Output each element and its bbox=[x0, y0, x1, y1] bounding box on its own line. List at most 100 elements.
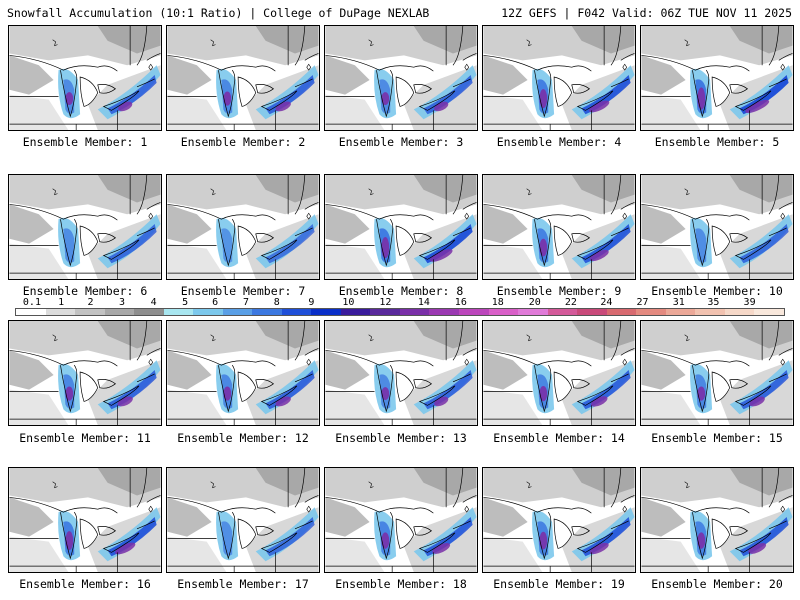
snowfall-map-image bbox=[325, 468, 477, 572]
snowfall-map-image bbox=[9, 468, 161, 572]
ensemble-member-label: Ensemble Member: 15 bbox=[651, 431, 783, 445]
snowfall-map-image bbox=[167, 26, 319, 130]
ensemble-member-map bbox=[640, 25, 794, 131]
colorbar-tick-label: 35 bbox=[707, 297, 720, 308]
colorbar-swatch bbox=[45, 309, 76, 315]
colorbar-swatch bbox=[518, 309, 548, 315]
ensemble-member-label: Ensemble Member: 19 bbox=[493, 577, 625, 591]
ensemble-member-map bbox=[640, 174, 794, 280]
snowfall-map-image bbox=[641, 468, 793, 572]
colorbar-tick-label: 8 bbox=[273, 297, 280, 308]
colorbar-swatch bbox=[665, 309, 696, 315]
ensemble-member-label: Ensemble Member: 10 bbox=[651, 284, 783, 298]
ensemble-member-map bbox=[166, 320, 320, 426]
colorbar-tick-label: 39 bbox=[743, 297, 756, 308]
colorbar-swatch bbox=[754, 309, 784, 315]
colorbar-tick-label: 12 bbox=[379, 297, 392, 308]
snowfall-map-image bbox=[483, 468, 635, 572]
colorbar-swatch bbox=[458, 309, 489, 315]
ensemble-member-label: Ensemble Member: 18 bbox=[335, 577, 467, 591]
colorbar-swatch bbox=[724, 309, 755, 315]
colorbar-swatch bbox=[163, 309, 194, 315]
colorbar-swatch bbox=[429, 309, 459, 315]
ensemble-member-label: Ensemble Member: 3 bbox=[338, 135, 464, 149]
colorbar-tick-label: 4 bbox=[150, 297, 157, 308]
ensemble-member-label: Ensemble Member: 20 bbox=[651, 577, 783, 591]
ensemble-member-map bbox=[324, 320, 478, 426]
ensemble-member-label: Ensemble Member: 11 bbox=[19, 431, 151, 445]
ensemble-member-map bbox=[8, 25, 162, 131]
snowfall-map-image bbox=[641, 26, 793, 130]
colorbar-tick-label: 31 bbox=[672, 297, 685, 308]
snowfall-map-image bbox=[167, 321, 319, 425]
ensemble-member-label: Ensemble Member: 12 bbox=[177, 431, 309, 445]
ensemble-member-map bbox=[166, 25, 320, 131]
ensemble-member-map bbox=[8, 467, 162, 573]
snowfall-map-image bbox=[483, 26, 635, 130]
snowfall-map-image bbox=[9, 321, 161, 425]
snowfall-map-image bbox=[483, 175, 635, 279]
colorbar-tick-label: 3 bbox=[119, 297, 126, 308]
ensemble-member-map bbox=[482, 320, 636, 426]
ensemble-member-map bbox=[640, 320, 794, 426]
snowfall-map-image bbox=[325, 321, 477, 425]
colorbar-tick-label: 24 bbox=[600, 297, 613, 308]
colorbar-tick-label: 9 bbox=[308, 297, 315, 308]
snowfall-colorbar bbox=[15, 308, 785, 316]
model-run-info: 12Z GEFS | F042 Valid: 06Z TUE NOV 11 20… bbox=[501, 6, 792, 20]
snowfall-map-image bbox=[325, 175, 477, 279]
snowfall-map-image bbox=[641, 175, 793, 279]
colorbar-tick-label: 10 bbox=[342, 297, 355, 308]
colorbar-swatch bbox=[399, 309, 430, 315]
colorbar-tick-label: 1 bbox=[58, 297, 65, 308]
colorbar-swatch bbox=[340, 309, 371, 315]
ensemble-member-label: Ensemble Member: 2 bbox=[180, 135, 306, 149]
colorbar-tick-label: 5 bbox=[182, 297, 189, 308]
ensemble-member-map bbox=[166, 174, 320, 280]
ensemble-member-map bbox=[324, 174, 478, 280]
ensemble-member-label: Ensemble Member: 14 bbox=[493, 431, 625, 445]
ensemble-member-label: Ensemble Member: 8 bbox=[338, 284, 464, 298]
colorbar-tick-label: 2 bbox=[87, 297, 94, 308]
snowfall-map-image bbox=[9, 26, 161, 130]
colorbar-swatch bbox=[222, 309, 253, 315]
colorbar-tick-label: 14 bbox=[417, 297, 430, 308]
ensemble-member-label: Ensemble Member: 16 bbox=[19, 577, 151, 591]
ensemble-member-label: Ensemble Member: 17 bbox=[177, 577, 309, 591]
colorbar-swatch bbox=[547, 309, 578, 315]
colorbar-swatch bbox=[134, 309, 164, 315]
colorbar-tick-label: 18 bbox=[491, 297, 504, 308]
colorbar-tick-label: 27 bbox=[636, 297, 649, 308]
snowfall-map-image bbox=[483, 321, 635, 425]
snowfall-map-image bbox=[167, 175, 319, 279]
colorbar-swatch bbox=[311, 309, 341, 315]
ensemble-member-label: Ensemble Member: 7 bbox=[180, 284, 306, 298]
snowfall-map-image bbox=[325, 26, 477, 130]
ensemble-member-label: Ensemble Member: 4 bbox=[496, 135, 622, 149]
colorbar-tick-label: 22 bbox=[564, 297, 577, 308]
ensemble-member-label: Ensemble Member: 6 bbox=[22, 284, 148, 298]
ensemble-member-label: Ensemble Member: 13 bbox=[335, 431, 467, 445]
ensemble-member-map bbox=[640, 467, 794, 573]
colorbar-swatch bbox=[281, 309, 312, 315]
colorbar-swatch bbox=[193, 309, 223, 315]
ensemble-member-map bbox=[482, 25, 636, 131]
colorbar-swatch bbox=[606, 309, 637, 315]
colorbar-swatch bbox=[636, 309, 666, 315]
colorbar-tick-label: 0.1 bbox=[22, 297, 41, 308]
snowfall-map-image bbox=[9, 175, 161, 279]
colorbar-tick-label: 7 bbox=[242, 297, 250, 308]
ensemble-member-label: Ensemble Member: 5 bbox=[654, 135, 780, 149]
colorbar-tick-label: 16 bbox=[454, 297, 467, 308]
colorbar-swatch bbox=[252, 309, 282, 315]
colorbar-tick-label: 6 bbox=[212, 297, 219, 308]
ensemble-member-map bbox=[166, 467, 320, 573]
snowfall-map-image bbox=[641, 321, 793, 425]
colorbar-swatch bbox=[488, 309, 519, 315]
colorbar-swatch bbox=[75, 309, 105, 315]
ensemble-member-label: Ensemble Member: 9 bbox=[496, 284, 622, 298]
colorbar-tick-label: 20 bbox=[528, 297, 541, 308]
colorbar-swatch bbox=[370, 309, 400, 315]
ensemble-member-label: Ensemble Member: 1 bbox=[22, 135, 148, 149]
ensemble-member-map bbox=[324, 467, 478, 573]
